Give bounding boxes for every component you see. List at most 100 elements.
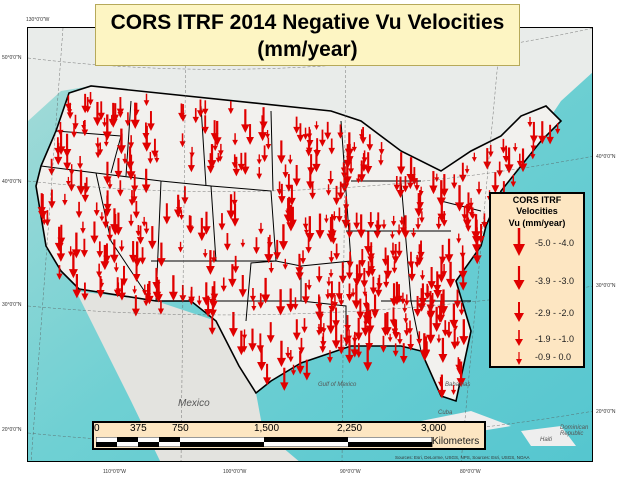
velocity-arrow — [48, 158, 56, 176]
velocity-arrow — [273, 239, 282, 260]
velocity-arrow — [162, 203, 171, 225]
scale-unit: Kilometers — [432, 436, 480, 447]
velocity-arrow — [176, 199, 183, 214]
velocity-arrow — [391, 244, 400, 264]
velocity-arrow — [83, 177, 90, 194]
legend-label-4: -1.9 - -1.0 — [535, 334, 575, 344]
velocity-arrow — [468, 197, 474, 208]
velocity-arrow — [196, 99, 204, 118]
velocity-arrow — [367, 212, 375, 229]
velocity-arrow — [459, 319, 469, 346]
velocity-arrow — [315, 213, 325, 240]
velocity-arrow — [263, 363, 272, 386]
velocity-arrow — [383, 273, 390, 288]
velocity-arrow — [302, 359, 311, 381]
velocity-arrow — [429, 293, 436, 306]
velocity-arrow — [399, 343, 408, 364]
scale-tick-750: 750 — [172, 423, 189, 434]
velocity-arrow — [299, 250, 307, 265]
velocity-arrow — [441, 320, 449, 337]
velocity-arrow — [393, 175, 400, 191]
velocity-arrow — [208, 286, 217, 307]
velocity-arrow — [68, 246, 74, 257]
velocity-arrow — [147, 111, 155, 132]
coord-right-2: 20°0'0"N — [596, 409, 616, 415]
velocity-arrow — [114, 158, 123, 179]
velocity-arrow — [206, 250, 215, 275]
velocity-arrow — [332, 307, 340, 329]
velocity-arrow — [292, 319, 301, 341]
velocity-arrow — [504, 147, 514, 174]
velocity-arrow — [378, 142, 385, 155]
velocity-arrow — [436, 305, 444, 323]
coord-left-0: 50°0'0"N — [2, 55, 22, 61]
velocity-arrow — [368, 258, 376, 277]
velocity-arrow — [241, 329, 248, 340]
velocity-arrow — [341, 203, 351, 229]
velocity-arrow — [207, 144, 217, 170]
coord-top-0: 130°0'0"W — [26, 17, 50, 23]
velocity-arrow — [303, 225, 309, 235]
velocity-arrow — [232, 133, 238, 146]
velocity-arrow — [328, 138, 336, 155]
velocity-arrow — [357, 160, 366, 183]
velocity-arrow — [400, 292, 406, 305]
scale-tick-375: 375 — [130, 423, 147, 434]
velocity-arrow — [70, 123, 78, 138]
velocity-arrow — [143, 222, 150, 235]
velocity-arrow — [56, 238, 66, 262]
velocity-arrow — [96, 263, 103, 278]
place-dominican-republic: Dominican Republic — [560, 425, 589, 437]
velocity-arrow — [328, 281, 336, 301]
velocity-arrow — [426, 317, 436, 344]
velocity-arrow — [326, 309, 336, 335]
velocity-arrow — [81, 282, 89, 301]
velocity-arrow — [372, 307, 378, 319]
velocity-arrow — [472, 219, 482, 246]
velocity-arrow — [459, 162, 467, 183]
velocity-arrow — [292, 164, 301, 187]
velocity-arrow — [125, 146, 135, 170]
velocity-arrow — [419, 270, 426, 281]
arrow-icon-medium-large — [513, 266, 525, 290]
velocity-arrow — [331, 325, 341, 349]
velocity-arrow — [391, 261, 398, 274]
velocity-arrow — [337, 334, 346, 355]
velocity-arrow — [117, 104, 124, 118]
velocity-arrow — [241, 152, 250, 175]
place-mexico: Mexico — [178, 398, 210, 409]
place-haiti: Haiti — [540, 437, 553, 443]
scale-bar-segments — [96, 437, 433, 447]
velocity-arrow — [278, 224, 289, 251]
coord-bottom-0: 110°0'0"W — [103, 469, 126, 475]
velocity-arrow — [407, 334, 415, 351]
velocity-arrow — [529, 121, 538, 144]
velocity-arrow — [356, 298, 365, 320]
velocity-arrow — [196, 295, 202, 306]
velocity-arrow — [128, 135, 135, 149]
velocity-arrow — [321, 323, 327, 334]
velocity-arrow — [419, 211, 425, 224]
velocity-arrow — [401, 215, 410, 239]
velocity-arrow — [65, 95, 72, 111]
velocity-arrow — [265, 129, 270, 139]
velocity-arrow — [417, 288, 426, 312]
velocity-arrow — [436, 334, 442, 344]
velocity-arrow — [464, 165, 470, 174]
velocity-arrow — [264, 237, 274, 264]
velocity-arrow — [306, 129, 314, 147]
velocity-arrow — [381, 219, 387, 230]
legend: CORS ITRF Velocities Vu (mm/year) -5.0 -… — [489, 192, 585, 368]
velocity-arrow — [215, 152, 221, 163]
velocity-arrow — [75, 201, 83, 219]
velocity-arrow — [68, 252, 78, 279]
velocity-arrow — [417, 240, 425, 260]
velocity-arrow — [131, 295, 140, 317]
coord-right-0: 40°0'0"N — [596, 154, 616, 160]
velocity-arrow — [76, 169, 86, 196]
velocity-arrow — [471, 152, 477, 163]
place-bahamas: Bahamas — [445, 382, 471, 388]
velocity-arrow — [261, 277, 271, 304]
velocity-arrow — [365, 330, 374, 351]
velocity-arrow — [365, 261, 372, 278]
